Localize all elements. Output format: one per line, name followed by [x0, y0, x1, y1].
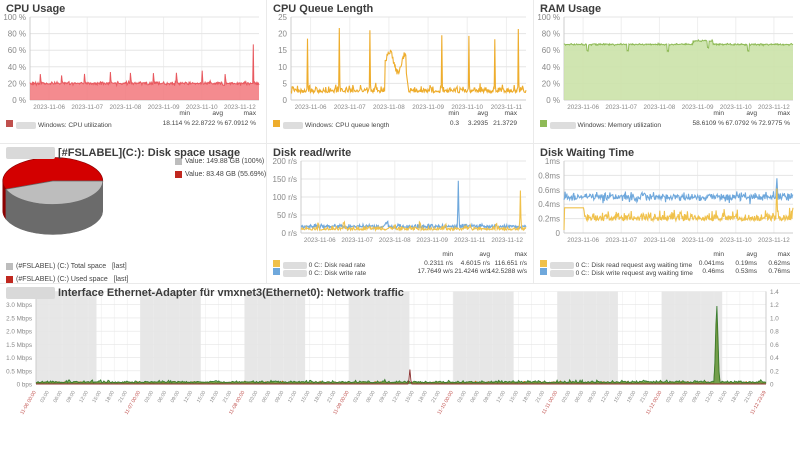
- svg-text:0.8ms: 0.8ms: [538, 171, 560, 180]
- svg-text:20: 20: [278, 30, 287, 39]
- svg-text:1.2: 1.2: [770, 302, 779, 309]
- svg-text:80 %: 80 %: [8, 30, 26, 39]
- svg-text:5: 5: [283, 79, 288, 88]
- svg-text:2.0 Mbps: 2.0 Mbps: [6, 329, 32, 336]
- svg-text:50 r/s: 50 r/s: [277, 211, 297, 220]
- svg-text:100 r/s: 100 r/s: [273, 193, 297, 202]
- svg-text:2023-11-08: 2023-11-08: [644, 237, 676, 244]
- svg-text:80 %: 80 %: [542, 30, 560, 39]
- svg-text:2023-11-10: 2023-11-10: [720, 237, 752, 244]
- svg-text:40 %: 40 %: [8, 63, 26, 72]
- svg-text:0 %: 0 %: [546, 96, 560, 105]
- svg-text:2023-11-09: 2023-11-09: [416, 237, 448, 244]
- svg-text:0.6: 0.6: [770, 342, 779, 349]
- svg-text:0.5 Mbps: 0.5 Mbps: [6, 368, 32, 375]
- svg-text:0: 0: [770, 382, 774, 389]
- svg-text:2023-11-09: 2023-11-09: [682, 237, 714, 244]
- svg-text:10: 10: [278, 63, 287, 72]
- svg-text:0: 0: [556, 229, 561, 238]
- svg-text:0.8: 0.8: [770, 329, 779, 336]
- svg-text:2023-11-12: 2023-11-12: [491, 237, 523, 244]
- svg-text:0: 0: [283, 96, 288, 105]
- svg-text:60 %: 60 %: [542, 46, 560, 55]
- svg-text:0.2: 0.2: [770, 368, 779, 375]
- svg-text:1.0: 1.0: [770, 315, 779, 322]
- svg-text:2023-11-11: 2023-11-11: [454, 237, 486, 244]
- svg-text:1.4: 1.4: [770, 289, 779, 296]
- svg-text:0.4: 0.4: [770, 355, 779, 362]
- svg-text:20 %: 20 %: [8, 79, 26, 88]
- svg-text:40 %: 40 %: [542, 63, 560, 72]
- svg-text:0.4ms: 0.4ms: [538, 200, 560, 209]
- svg-text:2023-11-07: 2023-11-07: [341, 237, 373, 244]
- svg-text:0 bps: 0 bps: [17, 382, 32, 389]
- svg-text:0.2ms: 0.2ms: [538, 215, 560, 224]
- svg-text:150 r/s: 150 r/s: [273, 175, 297, 184]
- svg-text:20 %: 20 %: [542, 79, 560, 88]
- svg-text:2.5 Mbps: 2.5 Mbps: [6, 315, 32, 322]
- svg-text:2023-11-06: 2023-11-06: [567, 237, 599, 244]
- svg-text:1.0 Mbps: 1.0 Mbps: [6, 355, 32, 362]
- svg-text:3.0 Mbps: 3.0 Mbps: [6, 302, 32, 309]
- svg-text:1.5 Mbps: 1.5 Mbps: [6, 342, 32, 349]
- svg-text:0 %: 0 %: [12, 96, 26, 105]
- svg-text:2023-11-08: 2023-11-08: [379, 237, 411, 244]
- svg-text:2023-11-06: 2023-11-06: [304, 237, 336, 244]
- svg-text:15: 15: [278, 46, 287, 55]
- svg-text:0.6ms: 0.6ms: [538, 186, 560, 195]
- svg-text:0 r/s: 0 r/s: [281, 229, 297, 238]
- svg-text:60 %: 60 %: [8, 46, 26, 55]
- svg-text:2023-11-12: 2023-11-12: [758, 237, 790, 244]
- svg-text:2023-11-07: 2023-11-07: [605, 237, 637, 244]
